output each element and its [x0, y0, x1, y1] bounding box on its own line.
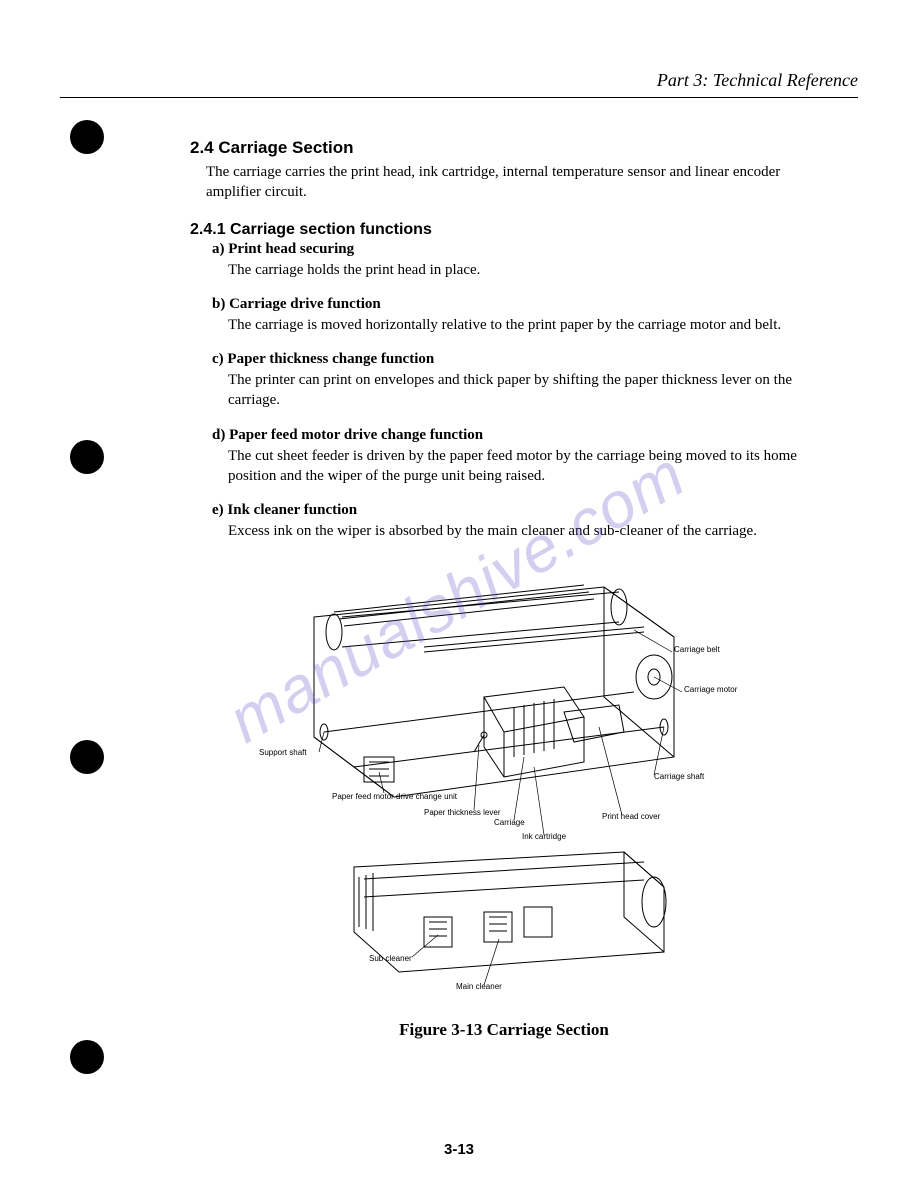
- callout-carriage: Carriage: [494, 818, 525, 827]
- callout-sub-cleaner: Sub cleaner: [369, 954, 412, 963]
- section-heading: 2.4 Carriage Section: [190, 138, 818, 158]
- function-d-body: The cut sheet feeder is driven by the pa…: [228, 446, 818, 487]
- function-c-body: The printer can print on envelopes and t…: [228, 370, 818, 411]
- document-page: Part 3: Technical Reference manualshive.…: [0, 0, 918, 1188]
- binder-hole: [70, 740, 104, 774]
- function-e-body: Excess ink on the wiper is absorbed by t…: [228, 521, 818, 541]
- page-number: 3-13: [0, 1141, 918, 1158]
- content-area: 2.4 Carriage Section The carriage carrie…: [190, 138, 818, 1040]
- callout-carriage-belt: Carriage belt: [674, 645, 721, 654]
- function-d-title: d) Paper feed motor drive change functio…: [212, 427, 818, 444]
- binder-hole: [70, 440, 104, 474]
- function-a-title: a) Print head securing: [212, 241, 818, 258]
- binder-hole: [70, 120, 104, 154]
- function-e-title: e) Ink cleaner function: [212, 502, 818, 519]
- callout-paper-feed-unit: Paper feed motor drive change unit: [332, 792, 458, 801]
- callout-paper-thickness: Paper thickness lever: [424, 808, 501, 817]
- function-a-body: The carriage holds the print head in pla…: [228, 260, 818, 280]
- header-title: Part 3: Technical Reference: [657, 70, 858, 91]
- figure-area: Carriage belt Carriage motor Support sha…: [190, 557, 818, 1040]
- section-body: The carriage carries the print head, ink…: [206, 162, 818, 203]
- callout-main-cleaner: Main cleaner: [456, 982, 502, 991]
- carriage-diagram: Carriage belt Carriage motor Support sha…: [224, 557, 784, 1007]
- binder-hole: [70, 1040, 104, 1074]
- figure-caption: Figure 3-13 Carriage Section: [190, 1020, 818, 1040]
- header-rule: Part 3: Technical Reference: [60, 70, 858, 98]
- function-b-title: b) Carriage drive function: [212, 296, 818, 313]
- callout-ink-cartridge: Ink cartridge: [522, 832, 567, 841]
- subsection-heading: 2.4.1 Carriage section functions: [190, 221, 818, 239]
- callout-carriage-shaft: Carriage shaft: [654, 772, 705, 781]
- callout-carriage-motor: Carriage motor: [684, 685, 738, 694]
- function-c-title: c) Paper thickness change function: [212, 351, 818, 368]
- callout-support-shaft: Support shaft: [259, 748, 307, 757]
- function-b-body: The carriage is moved horizontally relat…: [228, 315, 818, 335]
- callout-print-head-cover: Print head cover: [602, 812, 661, 821]
